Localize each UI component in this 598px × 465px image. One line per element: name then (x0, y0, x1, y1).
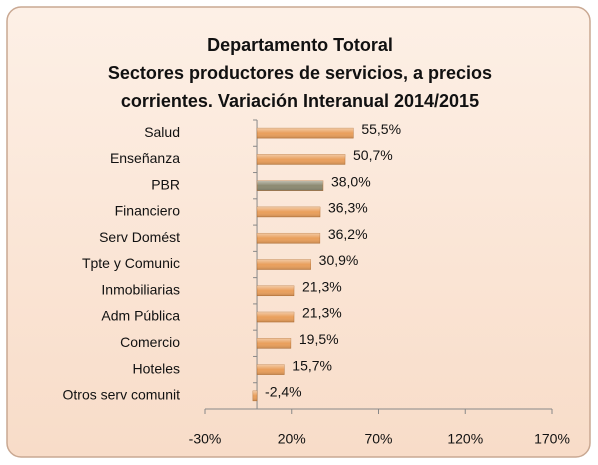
value-label: 21,3% (302, 278, 342, 294)
bar-shine (257, 338, 291, 349)
x-tick-label: 170% (534, 431, 570, 447)
x-tick-label: 70% (364, 431, 392, 447)
chart-frame (6, 6, 591, 458)
value-label: 55,5% (361, 121, 401, 137)
bar-shine (252, 390, 258, 401)
y-tick-label: Otros serv comunit (63, 387, 181, 403)
y-tick-label: Hoteles (133, 360, 180, 376)
value-label: 15,7% (292, 357, 332, 373)
value-label: -2,4% (265, 384, 302, 400)
y-tick-label: Adm Pública (101, 308, 180, 324)
bar-shine (257, 312, 295, 323)
y-tick-label: Financiero (115, 203, 181, 219)
x-tick-label: -30% (189, 431, 222, 447)
bar-shine (257, 154, 346, 165)
chart-title: Departamento Totoral (207, 35, 393, 55)
value-label: 30,9% (319, 252, 359, 268)
value-label: 36,3% (328, 200, 368, 216)
x-tick-label: 20% (278, 431, 306, 447)
value-label: 50,7% (353, 147, 393, 163)
y-tick-label: PBR (151, 176, 180, 192)
bar-shine (257, 128, 354, 139)
x-tick-label: 120% (447, 431, 483, 447)
y-tick-label: Enseñanza (110, 150, 180, 166)
chart-title: Sectores productores de servicios, a pre… (108, 63, 492, 83)
y-tick-label: Tpte y Comunic (82, 255, 180, 271)
value-label: 21,3% (302, 305, 342, 321)
y-tick-label: Comercio (120, 334, 180, 350)
value-label: 19,5% (299, 331, 339, 347)
value-label: 36,2% (328, 226, 368, 242)
chart-title: corrientes. Variación Interanual 2014/20… (121, 91, 479, 111)
bar-shine (257, 364, 285, 375)
bar-shine (257, 285, 295, 296)
bar-shine (257, 233, 320, 244)
y-tick-label: Inmobiliarias (101, 281, 180, 297)
y-tick-label: Salud (144, 124, 180, 140)
y-tick-label: Serv Domést (99, 229, 180, 245)
value-label: 38,0% (331, 173, 371, 189)
bar-shine (257, 259, 311, 270)
bar-shine (257, 180, 323, 191)
bar-shine (257, 206, 321, 217)
